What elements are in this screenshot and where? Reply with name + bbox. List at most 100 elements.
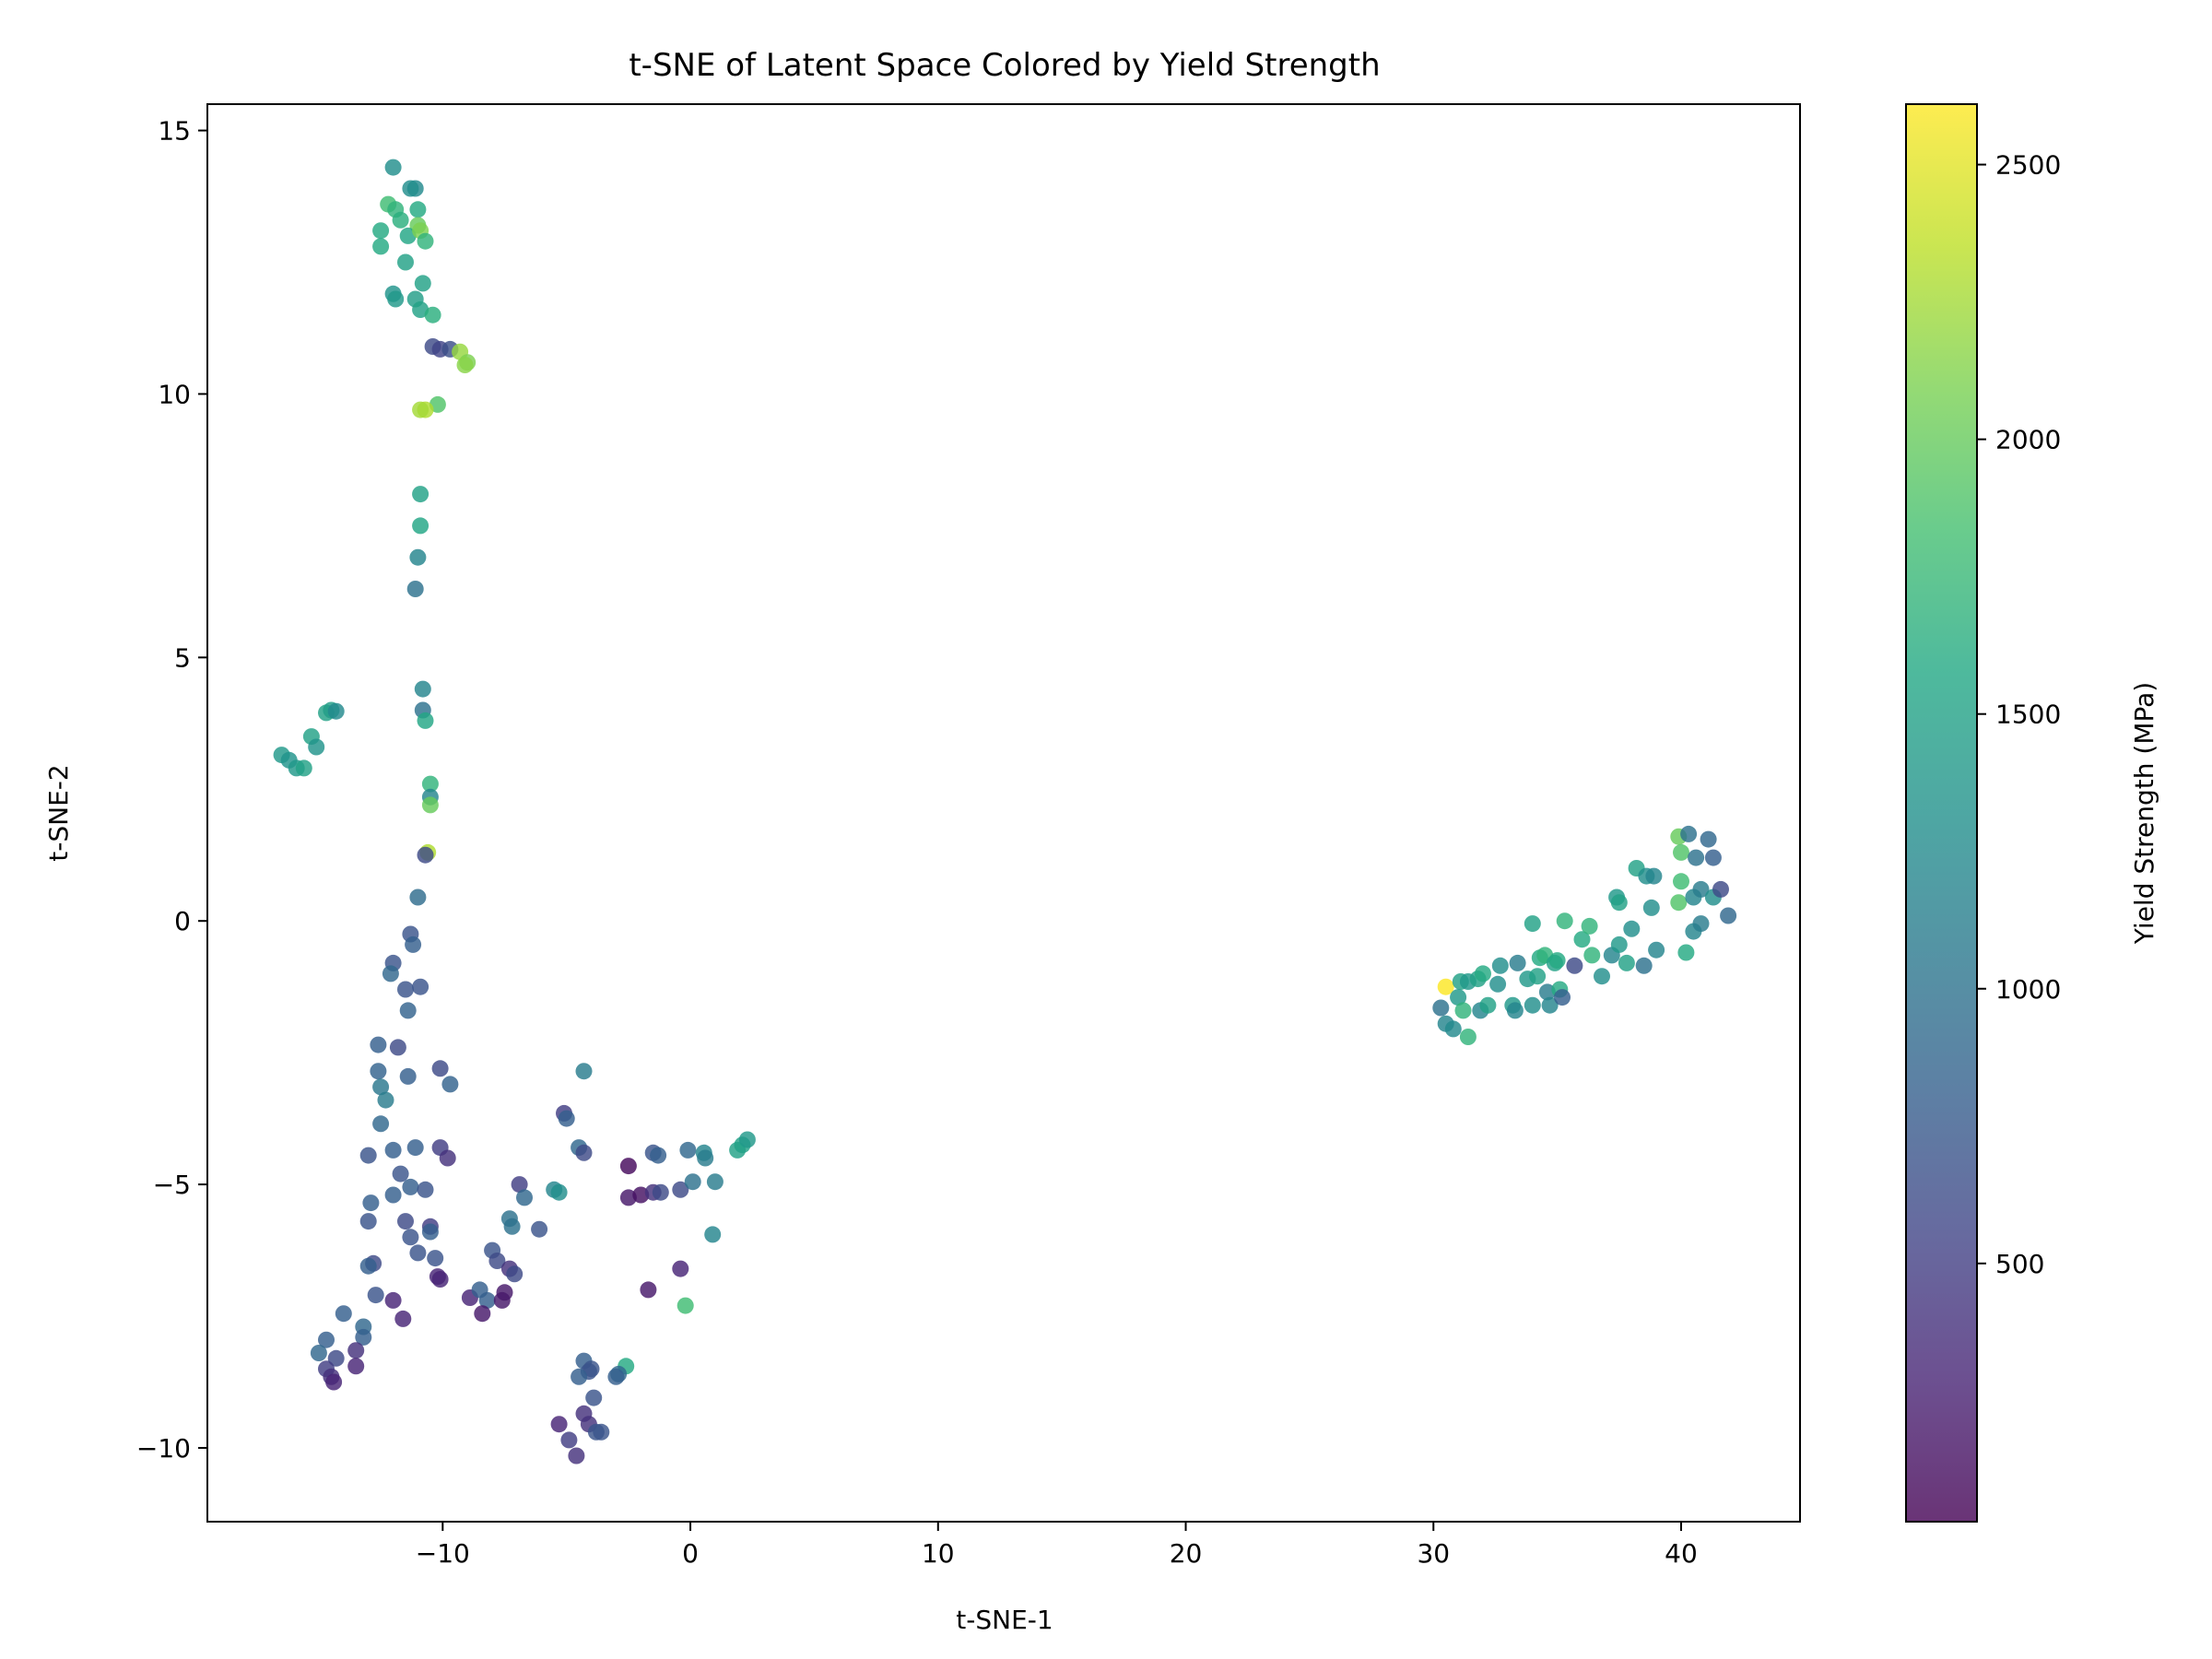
data-point: [399, 1002, 417, 1019]
x-axis: −10 0 10 20 30 40: [416, 1522, 1698, 1569]
chart-title: t-SNE of Latent Space Colored by Yield S…: [629, 47, 1380, 84]
data-point: [1692, 915, 1710, 933]
data-point: [488, 1253, 506, 1269]
x-tick-label: 40: [1665, 1538, 1698, 1569]
data-point: [382, 965, 399, 982]
data-point: [372, 1078, 390, 1096]
data-point: [1573, 931, 1591, 948]
data-point: [474, 1305, 491, 1323]
data-point: [429, 1268, 446, 1286]
data-point: [399, 1067, 417, 1085]
colorbar-tick-label: 500: [1995, 1249, 2044, 1279]
data-point: [1548, 952, 1566, 970]
data-point: [412, 401, 429, 418]
data-point: [1524, 996, 1541, 1014]
data-point: [367, 1287, 384, 1304]
data-point: [1583, 947, 1601, 964]
data-point: [359, 1213, 377, 1230]
data-point: [672, 1260, 689, 1277]
data-point: [402, 1229, 419, 1246]
data-point: [650, 1147, 667, 1164]
data-point: [1432, 999, 1450, 1017]
data-point: [370, 1036, 387, 1053]
data-point: [1581, 917, 1598, 935]
data-point: [318, 1331, 335, 1348]
data-point: [421, 796, 439, 814]
data-point: [1692, 880, 1710, 898]
data-point: [560, 1431, 578, 1449]
data-point: [427, 1250, 444, 1267]
colorbar-label: Yield Strength (MPa): [2129, 682, 2159, 945]
data-point: [1648, 941, 1665, 959]
data-point: [421, 1223, 439, 1241]
data-point: [1688, 849, 1705, 866]
data-point: [672, 1181, 689, 1198]
y-axis-label: t-SNE-2: [43, 764, 74, 861]
y-tick-label: −5: [153, 1170, 191, 1200]
data-point: [409, 888, 427, 906]
scatter-points: [273, 159, 1737, 1465]
x-axis-label: t-SNE-1: [956, 1605, 1053, 1635]
data-point: [392, 211, 409, 229]
data-point: [1680, 825, 1698, 842]
data-point: [516, 1189, 533, 1206]
data-point: [679, 1141, 697, 1159]
colorbar-frame: [1905, 103, 1978, 1523]
y-tick-label: 5: [174, 642, 191, 673]
y-axis: −10 −5 0 5 10 15: [136, 116, 207, 1464]
data-point: [738, 1131, 756, 1148]
data-point: [1673, 873, 1689, 890]
data-point: [310, 1345, 327, 1361]
data-point: [424, 306, 441, 324]
data-point: [1704, 849, 1722, 866]
y-tick-label: 0: [174, 906, 191, 936]
data-point: [1529, 968, 1547, 985]
data-point: [406, 1139, 424, 1157]
data-point: [704, 1226, 722, 1243]
data-point: [1556, 912, 1573, 930]
data-point: [387, 290, 405, 308]
x-tick-label: 0: [682, 1538, 699, 1569]
data-point: [1524, 915, 1541, 933]
data-point: [1491, 957, 1509, 974]
x-tick-label: 20: [1170, 1538, 1203, 1569]
data-point: [607, 1368, 625, 1385]
data-point: [392, 1165, 409, 1182]
data-point: [478, 1291, 496, 1309]
data-point: [1673, 843, 1689, 861]
data-point: [1475, 965, 1491, 982]
data-point: [1594, 968, 1610, 985]
data-point: [1450, 989, 1467, 1006]
data-point: [417, 846, 434, 864]
data-point: [1538, 983, 1556, 1001]
data-point: [619, 1158, 637, 1175]
data-point: [677, 1297, 694, 1314]
data-point: [531, 1220, 548, 1238]
colorbar-tick-label: 1500: [1995, 700, 2061, 730]
data-point: [417, 712, 434, 729]
data-point: [684, 1173, 701, 1191]
data-point: [1720, 907, 1737, 924]
data-point: [593, 1423, 610, 1441]
colorbar-tick-label: 1000: [1995, 974, 2061, 1005]
data-point: [347, 1358, 365, 1375]
data-point: [362, 1194, 380, 1212]
data-point: [441, 1076, 459, 1093]
data-point: [1506, 1002, 1524, 1019]
data-point: [347, 1342, 365, 1359]
data-point: [417, 1181, 434, 1198]
data-point: [355, 1328, 372, 1346]
data-point: [421, 775, 439, 793]
data-point: [409, 548, 427, 566]
data-point: [697, 1149, 714, 1167]
data-point: [412, 978, 429, 995]
data-point: [1645, 867, 1663, 885]
data-point: [308, 738, 325, 756]
data-point: [409, 201, 427, 218]
data-point: [295, 759, 312, 777]
data-point: [372, 238, 390, 255]
data-point: [359, 1257, 377, 1275]
data-point: [1642, 899, 1660, 916]
data-point: [1479, 996, 1497, 1014]
